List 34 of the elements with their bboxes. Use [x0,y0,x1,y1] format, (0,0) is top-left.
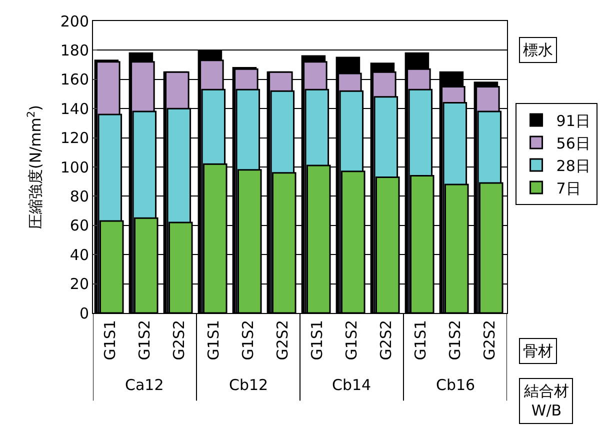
x-tick-label: G2S2 [377,320,396,360]
x-tick-label: G1S2 [136,320,154,360]
x-tick-label: G1S1 [204,320,223,360]
text: Cb16 [436,376,476,394]
y-tick-label: 160 [60,70,89,89]
y-tick-label: 80 [70,187,89,206]
x-tick-label: G1S1 [308,320,326,360]
text: Cb14 [332,376,372,394]
y-tick-label: 180 [60,41,89,60]
y-tick-label: 20 [70,275,89,294]
x-tick-label: G1S1 [412,320,430,360]
text: 骨材 [523,342,553,360]
text: Ca12 [125,376,164,394]
text: Cb12 [229,376,268,394]
x-tick-label: G1S1 [101,320,120,360]
x-tick-label: G2S2 [480,320,499,360]
x-tick-label: G1S2 [342,320,361,360]
legend-label: 56日 [556,134,590,152]
y-tick-label: 60 [70,216,89,235]
y-tick-label: 0 [79,304,89,322]
y-tick-label: 120 [60,129,89,148]
legend-label: 91日 [556,112,590,130]
y-tick-label: 40 [70,246,89,264]
x-tick-label: G1S2 [239,320,258,360]
x-tick-label: G2S2 [274,320,292,360]
y-tick-label: 140 [60,100,89,118]
legend-label: 28日 [556,156,590,175]
legend-label: 7日 [556,179,581,198]
x-tick-label: G2S2 [170,320,188,360]
text: 標水 [523,41,553,59]
text: 結合材 W/B [523,382,569,420]
y-tick-label: 200 [60,12,89,30]
x-tick-label: G1S2 [446,320,464,360]
y-tick-label: 100 [60,158,89,176]
